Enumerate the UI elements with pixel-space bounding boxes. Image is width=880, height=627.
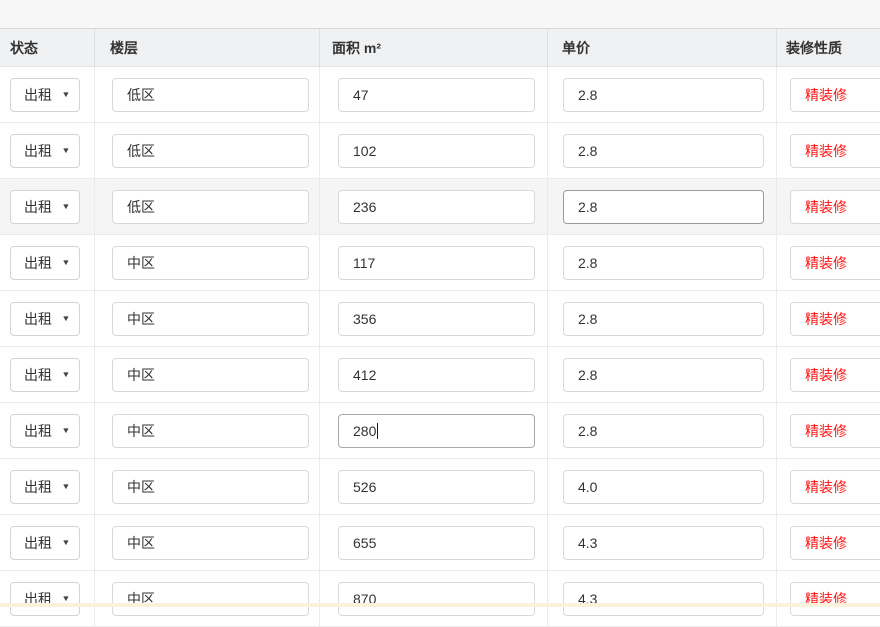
bottom-alert-strip (0, 603, 880, 607)
status-select[interactable]: 出租 ▼ (10, 414, 80, 448)
chevron-down-icon: ▼ (61, 258, 70, 267)
area-input[interactable]: 280 (338, 414, 535, 448)
table-row: 出租 ▼ 中区 280 2.8 精装修 (0, 403, 880, 459)
area-input[interactable]: 412 (338, 358, 535, 392)
table-row: 出租 ▼ 中区 412 2.8 精装修 (0, 347, 880, 403)
table-row: 出租 ▼ 低区 236 2.8 精装修 (0, 179, 880, 235)
decoration-input[interactable]: 精装修 (790, 414, 880, 448)
decoration-input[interactable]: 精装修 (790, 246, 880, 280)
chevron-down-icon: ▼ (61, 482, 70, 491)
decoration-input[interactable]: 精装修 (790, 582, 880, 616)
floor-input[interactable]: 中区 (112, 302, 309, 336)
status-select-value: 出租 (24, 253, 52, 273)
floor-input[interactable]: 中区 (112, 246, 309, 280)
status-select-value: 出租 (24, 477, 52, 497)
area-input[interactable]: 655 (338, 526, 535, 560)
floor-input[interactable]: 中区 (112, 582, 309, 616)
price-input[interactable]: 4.3 (563, 582, 764, 616)
page-top-strip (0, 0, 880, 29)
decoration-input[interactable]: 精装修 (790, 526, 880, 560)
header-floor: 楼层 (95, 29, 320, 66)
text-caret (377, 423, 378, 439)
area-input[interactable]: 117 (338, 246, 535, 280)
table-row: 出租 ▼ 中区 356 2.8 精装修 (0, 291, 880, 347)
decoration-input[interactable]: 精装修 (790, 470, 880, 504)
status-select-value: 出租 (24, 533, 52, 553)
status-select[interactable]: 出租 ▼ (10, 78, 80, 112)
decoration-input[interactable]: 精装修 (790, 302, 880, 336)
floor-input[interactable]: 低区 (112, 78, 309, 112)
area-input[interactable]: 236 (338, 190, 535, 224)
area-input[interactable]: 356 (338, 302, 535, 336)
status-select[interactable]: 出租▼ (10, 582, 80, 616)
price-input[interactable]: 2.8 (563, 78, 764, 112)
editable-table: 状态 楼层 面积 m² 单价 装修性质 出租 ▼ 低区 47 2.8 精装修 出租… (0, 29, 880, 627)
price-input[interactable]: 4.0 (563, 470, 764, 504)
area-input[interactable]: 870 (338, 582, 535, 616)
floor-input[interactable]: 中区 (112, 414, 309, 448)
table-row: 出租▼ 中区 870 4.3 精装修 (0, 571, 880, 627)
chevron-down-icon: ▼ (61, 538, 70, 547)
chevron-down-icon: ▼ (61, 202, 70, 211)
price-input[interactable]: 2.8 (563, 414, 764, 448)
status-select[interactable]: 出租 ▼ (10, 526, 80, 560)
status-select[interactable]: 出租 ▼ (10, 358, 80, 392)
table-row: 出租 ▼ 低区 47 2.8 精装修 (0, 67, 880, 123)
area-input-value: 280 (353, 423, 376, 439)
table-header-row: 状态 楼层 面积 m² 单价 装修性质 (0, 29, 880, 67)
price-input[interactable]: 4.3 (563, 526, 764, 560)
header-decoration: 装修性质 (777, 29, 880, 66)
status-select[interactable]: 出租 ▼ (10, 246, 80, 280)
status-select[interactable]: 出租 ▼ (10, 302, 80, 336)
area-input[interactable]: 102 (338, 134, 535, 168)
price-input[interactable]: 2.8 (563, 302, 764, 336)
area-input[interactable]: 47 (338, 78, 535, 112)
status-select[interactable]: 出租 ▼ (10, 134, 80, 168)
status-select-value: 出租 (24, 365, 52, 385)
floor-input[interactable]: 中区 (112, 526, 309, 560)
floor-input[interactable]: 中区 (112, 358, 309, 392)
status-select-value: 出租 (24, 421, 52, 441)
chevron-down-icon: ▼ (61, 370, 70, 379)
chevron-down-icon: ▼ (61, 314, 70, 323)
table-row: 出租 ▼ 低区 102 2.8 精装修 (0, 123, 880, 179)
status-select[interactable]: 出租 ▼ (10, 470, 80, 504)
floor-input[interactable]: 低区 (112, 190, 309, 224)
decoration-input[interactable]: 精装修 (790, 134, 880, 168)
floor-input[interactable]: 低区 (112, 134, 309, 168)
chevron-down-icon: ▼ (61, 594, 70, 603)
status-select-value: 出租 (24, 309, 52, 329)
decoration-input[interactable]: 精装修 (790, 190, 880, 224)
status-select-value: 出租 (24, 85, 52, 105)
status-select[interactable]: 出租 ▼ (10, 190, 80, 224)
table-row: 出租 ▼ 中区 655 4.3 精装修 (0, 515, 880, 571)
header-area: 面积 m² (320, 29, 548, 66)
price-input[interactable]: 2.8 (563, 246, 764, 280)
status-select-value: 出租 (24, 197, 52, 217)
price-input[interactable]: 2.8 (563, 358, 764, 392)
chevron-down-icon: ▼ (61, 426, 70, 435)
area-input[interactable]: 526 (338, 470, 535, 504)
price-input[interactable]: 2.8 (563, 190, 764, 224)
decoration-input[interactable]: 精装修 (790, 78, 880, 112)
header-status: 状态 (0, 29, 95, 66)
floor-input[interactable]: 中区 (112, 470, 309, 504)
status-select-value: 出租 (24, 141, 52, 161)
chevron-down-icon: ▼ (61, 146, 70, 155)
chevron-down-icon: ▼ (61, 90, 70, 99)
price-input[interactable]: 2.8 (563, 134, 764, 168)
table-row: 出租 ▼ 中区 526 4.0 精装修 (0, 459, 880, 515)
header-price: 单价 (548, 29, 777, 66)
table-row: 出租 ▼ 中区 117 2.8 精装修 (0, 235, 880, 291)
decoration-input[interactable]: 精装修 (790, 358, 880, 392)
